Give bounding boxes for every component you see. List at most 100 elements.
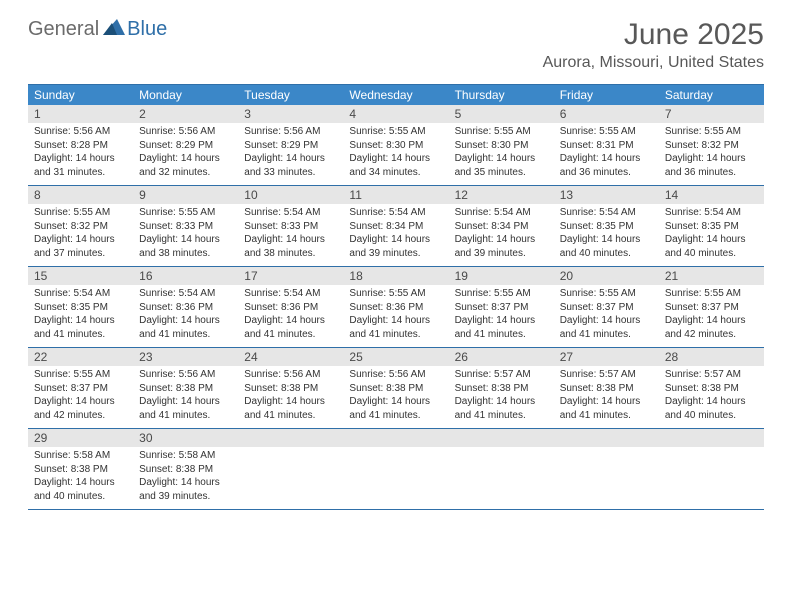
sunrise-text: Sunrise: 5:54 AM bbox=[244, 206, 337, 220]
daylight-text: Daylight: 14 hours and 41 minutes. bbox=[349, 395, 442, 422]
sunrise-text: Sunrise: 5:57 AM bbox=[455, 368, 548, 382]
header: General Blue June 2025 Aurora, Missouri,… bbox=[0, 0, 792, 76]
sunrise-text: Sunrise: 5:58 AM bbox=[139, 449, 232, 463]
sunrise-text: Sunrise: 5:55 AM bbox=[349, 125, 442, 139]
daylight-text: Daylight: 14 hours and 41 minutes. bbox=[244, 314, 337, 341]
sunrise-text: Sunrise: 5:55 AM bbox=[455, 287, 548, 301]
day-number: 1 bbox=[28, 105, 133, 123]
month-title: June 2025 bbox=[543, 18, 764, 52]
daylight-text: Daylight: 14 hours and 42 minutes. bbox=[34, 395, 127, 422]
day-info: Sunrise: 5:54 AMSunset: 8:33 PMDaylight:… bbox=[238, 204, 343, 266]
daylight-text: Daylight: 14 hours and 35 minutes. bbox=[455, 152, 548, 179]
sunset-text: Sunset: 8:28 PM bbox=[34, 139, 127, 153]
sunrise-text: Sunrise: 5:56 AM bbox=[139, 125, 232, 139]
day-cell: 11Sunrise: 5:54 AMSunset: 8:34 PMDayligh… bbox=[343, 186, 448, 266]
day-cell: 4Sunrise: 5:55 AMSunset: 8:30 PMDaylight… bbox=[343, 105, 448, 185]
daylight-text: Daylight: 14 hours and 41 minutes. bbox=[560, 314, 653, 341]
day-info: Sunrise: 5:55 AMSunset: 8:37 PMDaylight:… bbox=[28, 366, 133, 428]
sunrise-text: Sunrise: 5:55 AM bbox=[665, 287, 758, 301]
day-info: Sunrise: 5:55 AMSunset: 8:37 PMDaylight:… bbox=[554, 285, 659, 347]
sunset-text: Sunset: 8:30 PM bbox=[349, 139, 442, 153]
day-cell: 8Sunrise: 5:55 AMSunset: 8:32 PMDaylight… bbox=[28, 186, 133, 266]
daylight-text: Daylight: 14 hours and 41 minutes. bbox=[139, 395, 232, 422]
sunset-text: Sunset: 8:32 PM bbox=[34, 220, 127, 234]
week-row: 1Sunrise: 5:56 AMSunset: 8:28 PMDaylight… bbox=[28, 105, 764, 186]
dayheader-saturday: Saturday bbox=[659, 85, 764, 105]
day-cell: 5Sunrise: 5:55 AMSunset: 8:30 PMDaylight… bbox=[449, 105, 554, 185]
sunrise-text: Sunrise: 5:54 AM bbox=[349, 206, 442, 220]
day-cell: 28Sunrise: 5:57 AMSunset: 8:38 PMDayligh… bbox=[659, 348, 764, 428]
sunrise-text: Sunrise: 5:55 AM bbox=[665, 125, 758, 139]
daylight-text: Daylight: 14 hours and 31 minutes. bbox=[34, 152, 127, 179]
day-cell: 10Sunrise: 5:54 AMSunset: 8:33 PMDayligh… bbox=[238, 186, 343, 266]
sunrise-text: Sunrise: 5:54 AM bbox=[665, 206, 758, 220]
day-info: Sunrise: 5:54 AMSunset: 8:36 PMDaylight:… bbox=[238, 285, 343, 347]
dayheader-tuesday: Tuesday bbox=[238, 85, 343, 105]
daylight-text: Daylight: 14 hours and 39 minutes. bbox=[349, 233, 442, 260]
dayheader-thursday: Thursday bbox=[449, 85, 554, 105]
location-text: Aurora, Missouri, United States bbox=[543, 54, 764, 72]
logo: General Blue bbox=[28, 18, 167, 41]
sunset-text: Sunset: 8:38 PM bbox=[34, 463, 127, 477]
day-cell: 25Sunrise: 5:56 AMSunset: 8:38 PMDayligh… bbox=[343, 348, 448, 428]
sunrise-text: Sunrise: 5:56 AM bbox=[244, 368, 337, 382]
sunset-text: Sunset: 8:38 PM bbox=[665, 382, 758, 396]
day-info: Sunrise: 5:56 AMSunset: 8:29 PMDaylight:… bbox=[238, 123, 343, 185]
daylight-text: Daylight: 14 hours and 41 minutes. bbox=[34, 314, 127, 341]
daylight-text: Daylight: 14 hours and 41 minutes. bbox=[560, 395, 653, 422]
day-cell: 23Sunrise: 5:56 AMSunset: 8:38 PMDayligh… bbox=[133, 348, 238, 428]
day-number: 16 bbox=[133, 267, 238, 285]
daylight-text: Daylight: 14 hours and 40 minutes. bbox=[665, 233, 758, 260]
day-info: Sunrise: 5:54 AMSunset: 8:34 PMDaylight:… bbox=[449, 204, 554, 266]
day-cell: 26Sunrise: 5:57 AMSunset: 8:38 PMDayligh… bbox=[449, 348, 554, 428]
day-number: 17 bbox=[238, 267, 343, 285]
dayheader-monday: Monday bbox=[133, 85, 238, 105]
day-info: Sunrise: 5:54 AMSunset: 8:35 PMDaylight:… bbox=[659, 204, 764, 266]
sunset-text: Sunset: 8:33 PM bbox=[139, 220, 232, 234]
day-cell: 24Sunrise: 5:56 AMSunset: 8:38 PMDayligh… bbox=[238, 348, 343, 428]
day-number: 7 bbox=[659, 105, 764, 123]
sunrise-text: Sunrise: 5:56 AM bbox=[349, 368, 442, 382]
day-number bbox=[449, 429, 554, 447]
daylight-text: Daylight: 14 hours and 41 minutes. bbox=[244, 395, 337, 422]
week-row: 8Sunrise: 5:55 AMSunset: 8:32 PMDaylight… bbox=[28, 186, 764, 267]
sunset-text: Sunset: 8:33 PM bbox=[244, 220, 337, 234]
day-info: Sunrise: 5:55 AMSunset: 8:32 PMDaylight:… bbox=[659, 123, 764, 185]
daylight-text: Daylight: 14 hours and 32 minutes. bbox=[139, 152, 232, 179]
sunrise-text: Sunrise: 5:55 AM bbox=[349, 287, 442, 301]
day-number: 19 bbox=[449, 267, 554, 285]
daylight-text: Daylight: 14 hours and 34 minutes. bbox=[349, 152, 442, 179]
day-number bbox=[659, 429, 764, 447]
day-info: Sunrise: 5:57 AMSunset: 8:38 PMDaylight:… bbox=[554, 366, 659, 428]
day-cell bbox=[659, 429, 764, 509]
daylight-text: Daylight: 14 hours and 42 minutes. bbox=[665, 314, 758, 341]
day-number: 24 bbox=[238, 348, 343, 366]
sunrise-text: Sunrise: 5:54 AM bbox=[139, 287, 232, 301]
day-number: 11 bbox=[343, 186, 448, 204]
day-cell: 9Sunrise: 5:55 AMSunset: 8:33 PMDaylight… bbox=[133, 186, 238, 266]
dayheader-wednesday: Wednesday bbox=[343, 85, 448, 105]
day-cell bbox=[554, 429, 659, 509]
day-number: 13 bbox=[554, 186, 659, 204]
sunset-text: Sunset: 8:38 PM bbox=[139, 463, 232, 477]
daylight-text: Daylight: 14 hours and 38 minutes. bbox=[244, 233, 337, 260]
day-number: 27 bbox=[554, 348, 659, 366]
day-number: 8 bbox=[28, 186, 133, 204]
sunrise-text: Sunrise: 5:55 AM bbox=[560, 125, 653, 139]
weeks-container: 1Sunrise: 5:56 AMSunset: 8:28 PMDaylight… bbox=[28, 105, 764, 510]
day-info: Sunrise: 5:54 AMSunset: 8:35 PMDaylight:… bbox=[28, 285, 133, 347]
day-info: Sunrise: 5:55 AMSunset: 8:30 PMDaylight:… bbox=[449, 123, 554, 185]
sunrise-text: Sunrise: 5:56 AM bbox=[34, 125, 127, 139]
day-cell: 22Sunrise: 5:55 AMSunset: 8:37 PMDayligh… bbox=[28, 348, 133, 428]
sunset-text: Sunset: 8:37 PM bbox=[665, 301, 758, 315]
day-number: 14 bbox=[659, 186, 764, 204]
day-number bbox=[554, 429, 659, 447]
sunset-text: Sunset: 8:38 PM bbox=[349, 382, 442, 396]
daylight-text: Daylight: 14 hours and 41 minutes. bbox=[139, 314, 232, 341]
day-info: Sunrise: 5:54 AMSunset: 8:34 PMDaylight:… bbox=[343, 204, 448, 266]
day-info: Sunrise: 5:55 AMSunset: 8:36 PMDaylight:… bbox=[343, 285, 448, 347]
day-cell: 18Sunrise: 5:55 AMSunset: 8:36 PMDayligh… bbox=[343, 267, 448, 347]
week-row: 15Sunrise: 5:54 AMSunset: 8:35 PMDayligh… bbox=[28, 267, 764, 348]
sunset-text: Sunset: 8:29 PM bbox=[244, 139, 337, 153]
day-number: 20 bbox=[554, 267, 659, 285]
